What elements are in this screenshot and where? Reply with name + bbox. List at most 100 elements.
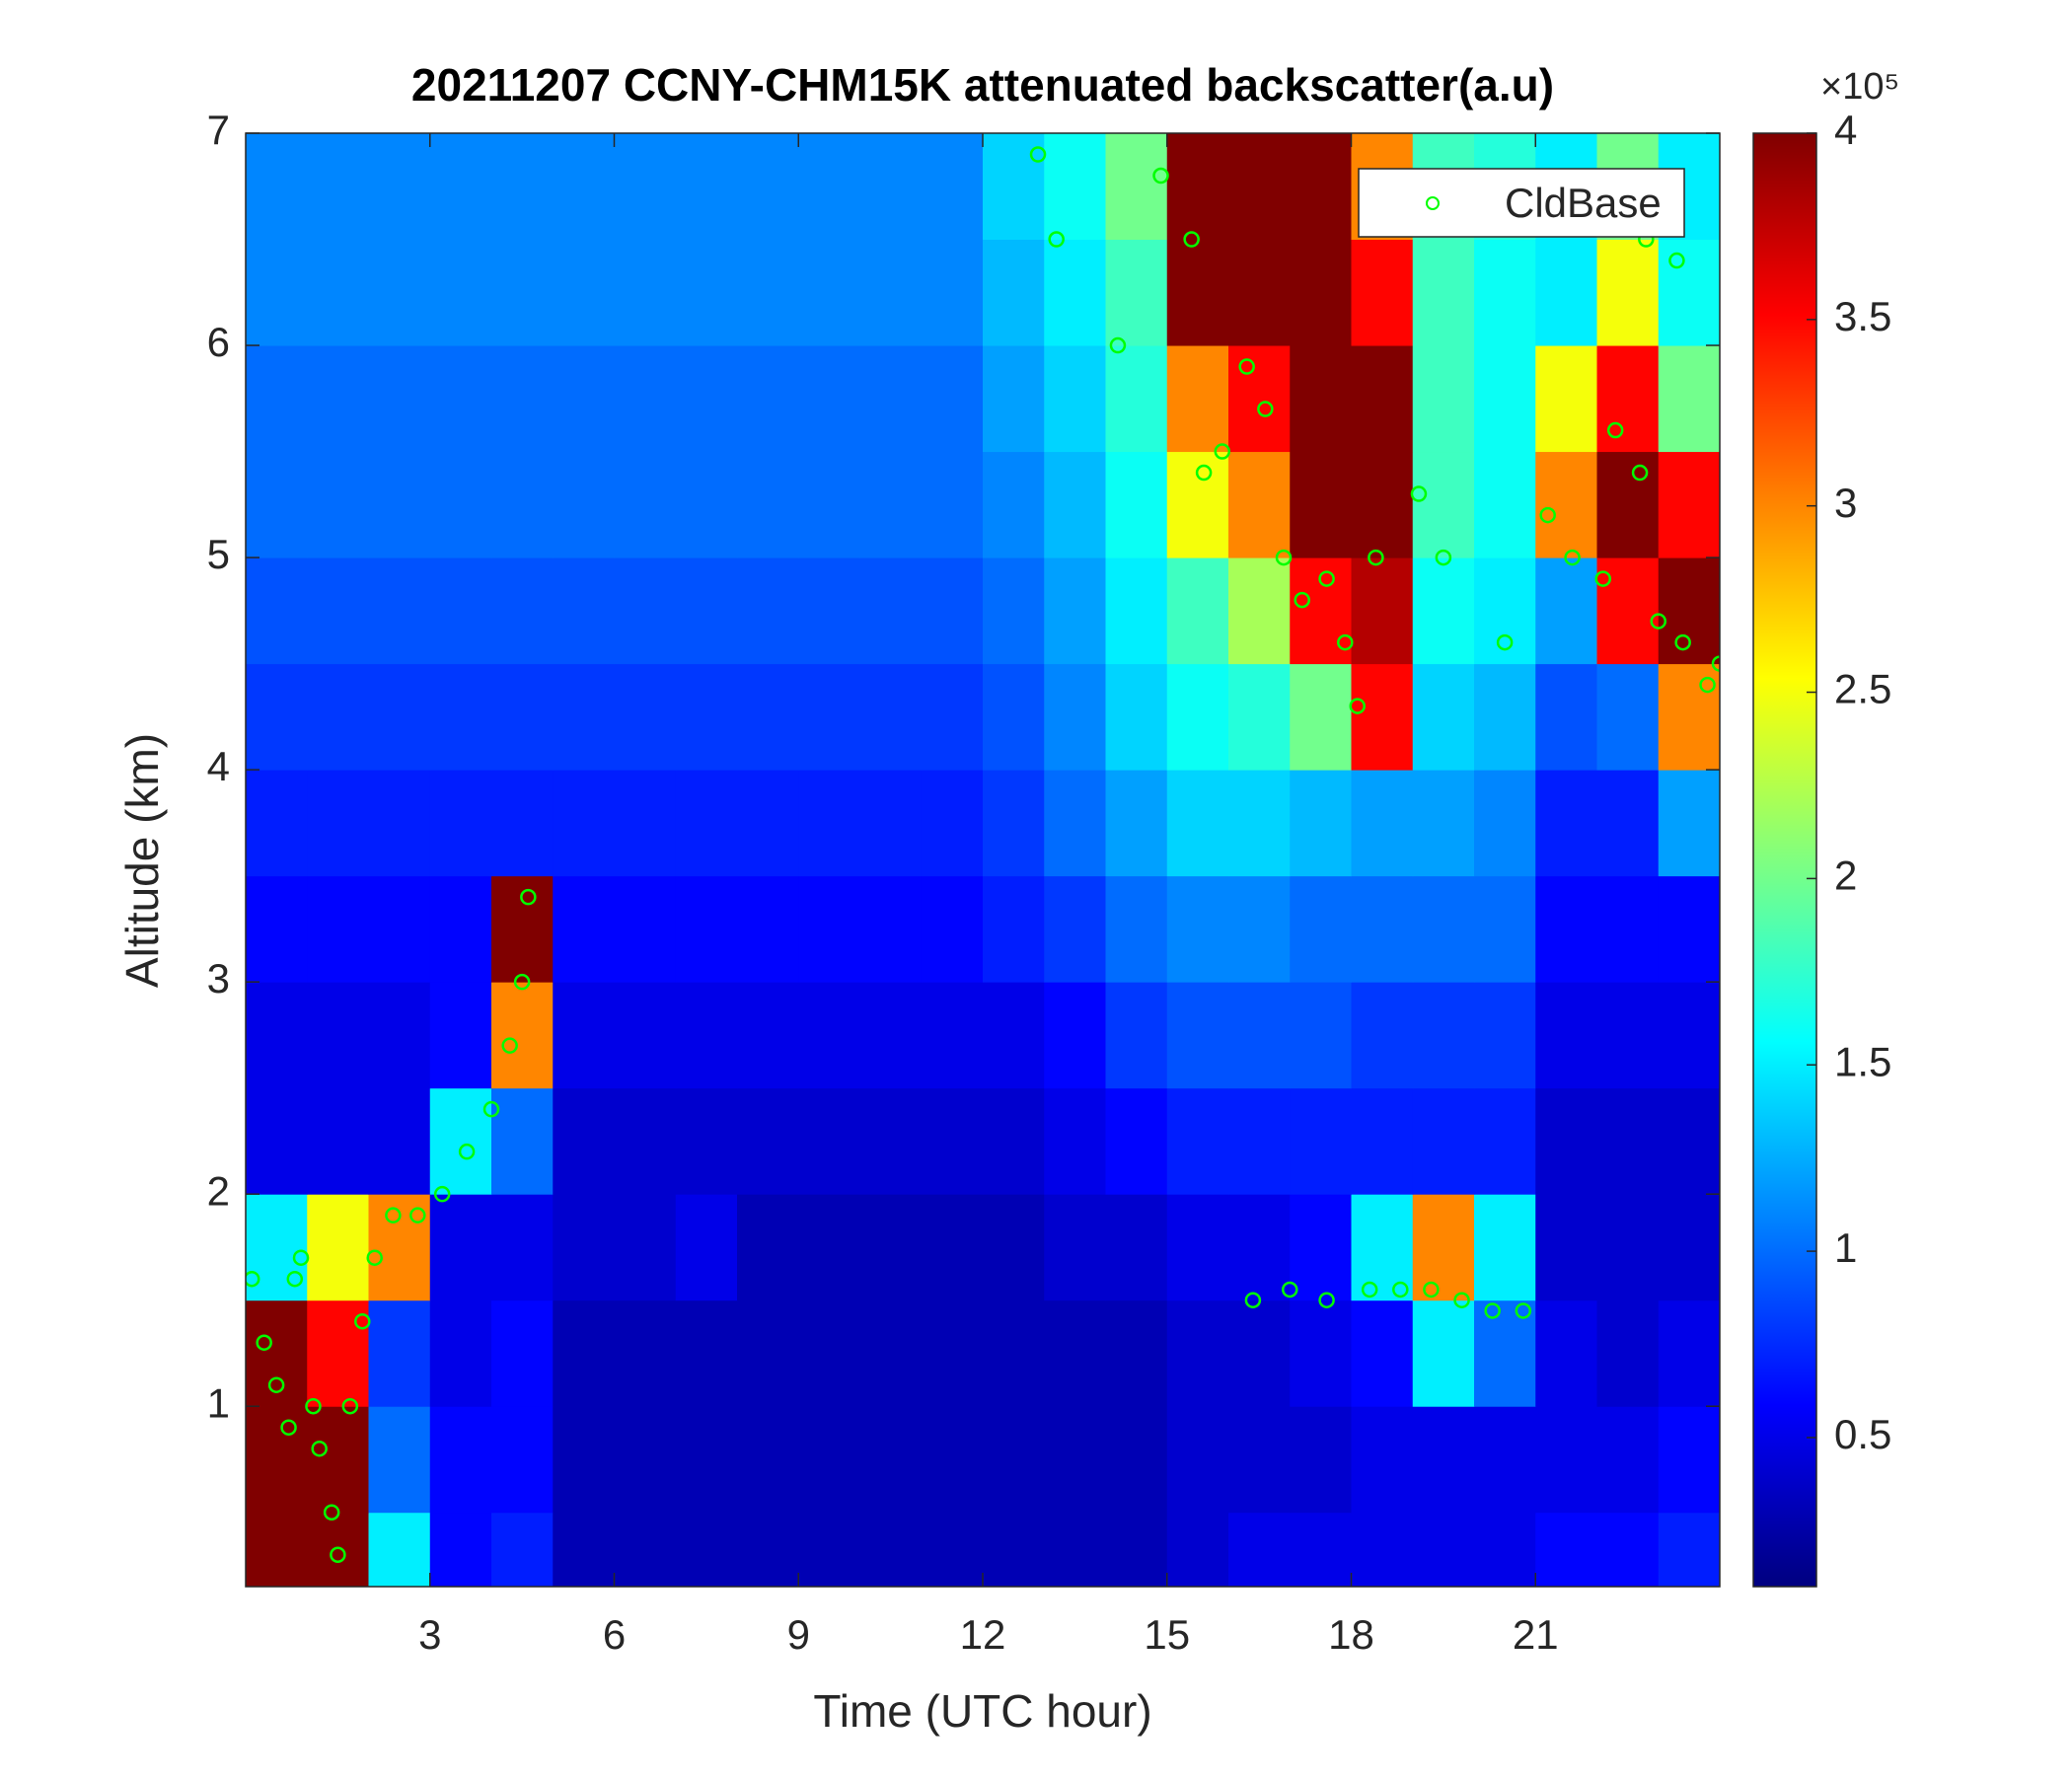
heatmap-cell: [1228, 982, 1291, 1089]
heatmap-cell: [921, 1194, 984, 1301]
heatmap-cell: [675, 770, 738, 877]
heatmap-cell: [737, 1299, 799, 1407]
heatmap-cell: [1351, 875, 1414, 983]
heatmap-cell: [737, 982, 799, 1089]
heatmap-cell: [859, 239, 923, 346]
heatmap-cell: [1596, 770, 1660, 877]
cloud-base-point: [1318, 1292, 1335, 1308]
x-tick-label: 9: [787, 1611, 810, 1658]
heatmap-cell: [368, 451, 431, 558]
heatmap-cell: [675, 345, 738, 453]
heatmap-cell: [614, 345, 677, 453]
heatmap-cell: [798, 133, 860, 241]
heatmap-cell: [1044, 1512, 1106, 1587]
heatmap-cell: [921, 770, 984, 877]
heatmap-cell: [1412, 1299, 1475, 1407]
cloud-base-point: [1606, 421, 1624, 439]
heatmap-cell: [1351, 1512, 1414, 1587]
heatmap-cell: [1105, 239, 1168, 346]
cloud-base-point: [1423, 1281, 1440, 1299]
cloud-base-point: [520, 888, 537, 906]
heatmap-cell: [859, 133, 923, 241]
cloud-base-point: [1674, 633, 1691, 651]
heatmap-cell: [1535, 239, 1597, 346]
x-tick-label: 21: [1513, 1611, 1559, 1658]
heatmap-cell: [1228, 1194, 1291, 1301]
heatmap-cell: [553, 1299, 615, 1407]
heatmap-cell: [553, 1087, 615, 1195]
cloud-base-point: [501, 1037, 518, 1054]
heatmap-cell: [1474, 345, 1536, 453]
heatmap-cell: [921, 1299, 984, 1407]
heatmap-cell: [1105, 345, 1168, 453]
heatmap-cell: [737, 557, 799, 665]
cloud-base-point: [1048, 231, 1065, 248]
cloud-base-point: [1368, 549, 1384, 566]
heatmap-cell: [1474, 1406, 1536, 1514]
heatmap-cell: [737, 345, 799, 453]
heatmap-cell: [983, 1299, 1045, 1407]
heatmap-cell: [429, 1406, 492, 1514]
colorbar-tick-label: 1.5: [1834, 1038, 1891, 1084]
heatmap-cell: [307, 451, 369, 558]
heatmap-cell: [921, 663, 984, 771]
heatmap-cell: [1105, 1299, 1168, 1407]
heatmap-cell: [368, 1512, 431, 1587]
heatmap-cell: [983, 663, 1045, 771]
heatmap-cell: [246, 875, 308, 983]
heatmap-cell: [1596, 663, 1660, 771]
heatmap-cell: [921, 1512, 984, 1587]
heatmap-cell: [1658, 982, 1720, 1089]
heatmap-cell: [1596, 1512, 1660, 1587]
heatmap-cell: [1166, 1299, 1229, 1407]
heatmap-cell: [1044, 133, 1106, 241]
heatmap-cell: [246, 663, 308, 771]
heatmap-cell: [921, 133, 984, 241]
cloud-base-point: [482, 1100, 500, 1118]
heatmap-cell: [307, 770, 369, 877]
heatmap-cell: [1535, 1406, 1597, 1514]
heatmap-cell: [737, 1087, 799, 1195]
heatmap-cell: [798, 770, 860, 877]
heatmap-cell: [675, 451, 738, 558]
heatmap-cell: [553, 1512, 615, 1587]
heatmap-cell: [859, 1299, 923, 1407]
heatmap-cell: [737, 875, 799, 983]
heatmap-cell: [798, 1087, 860, 1195]
heatmap-cell: [1228, 770, 1291, 877]
heatmap-cell: [1412, 1512, 1475, 1587]
heatmap-cell: [614, 239, 677, 346]
heatmap-cell: [859, 557, 923, 665]
heatmap-cell: [491, 1406, 554, 1514]
heatmap-cell: [491, 1299, 554, 1407]
heatmap-cell: [429, 345, 492, 453]
heatmap-cell: [737, 1194, 799, 1301]
heatmap-cell: [798, 1299, 860, 1407]
x-tick-label: 6: [603, 1611, 626, 1658]
legend-label: CldBase: [1505, 180, 1662, 226]
heatmap-cell: [1658, 875, 1720, 983]
heatmap-cell: [491, 1194, 554, 1301]
heatmap-cell: [1658, 239, 1720, 346]
cloud-base-point: [323, 1504, 340, 1521]
heatmap-cell: [675, 1512, 738, 1587]
heatmap-cell: [614, 1406, 677, 1514]
heatmap-cell: [859, 1512, 923, 1587]
heatmap-cell: [1658, 451, 1720, 558]
heatmap-cell: [491, 663, 554, 771]
heatmap-cell: [429, 1087, 492, 1195]
heatmap-cell: [737, 451, 799, 558]
heatmap-cell: [307, 345, 369, 453]
heatmap-cell: [1228, 1406, 1291, 1514]
heatmap-cell: [1228, 1512, 1291, 1587]
cloud-base-point: [385, 1207, 402, 1224]
heatmap-cell: [1044, 557, 1106, 665]
heatmap-cell: [1596, 1194, 1660, 1301]
heatmap-cell: [1474, 875, 1536, 983]
y-tick-label: 3: [207, 955, 230, 1002]
heatmap-cell: [1658, 1406, 1720, 1514]
x-tick-label: 18: [1328, 1611, 1374, 1658]
cloud-base-point: [305, 1397, 322, 1415]
heatmap-cell: [675, 133, 738, 241]
heatmap-cell: [614, 1299, 677, 1407]
